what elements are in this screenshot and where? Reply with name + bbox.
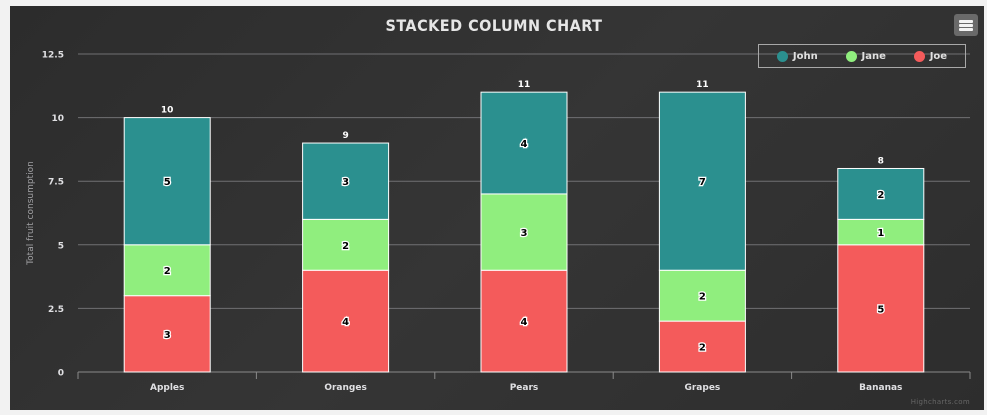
legend-item-jane[interactable]: Jane <box>845 50 886 62</box>
stack-total-label: 9 <box>342 131 348 141</box>
y-axis-title: Total fruit consumption <box>26 161 36 266</box>
legend-item-john[interactable]: John <box>776 50 818 62</box>
legend-label-joe: Joe <box>929 50 948 62</box>
bar-segment-jane <box>123 244 211 297</box>
x-tick-label: Grapes <box>684 383 720 393</box>
legend-marker-john <box>776 50 788 62</box>
legend-label-jane: Jane <box>861 50 886 62</box>
x-tick-label: Pears <box>510 383 539 393</box>
data-label: 2 <box>699 343 706 354</box>
bar-segment-john <box>658 91 746 271</box>
data-label: 3 <box>342 177 349 188</box>
bar-segment-joe <box>123 295 211 373</box>
x-tick-label: Oranges <box>324 383 366 393</box>
legend-marker-jane <box>845 50 857 62</box>
chart-credits[interactable]: Highcharts.com <box>910 398 970 406</box>
bar-segment-joe <box>480 269 568 373</box>
stack-total-label: 11 <box>518 80 531 90</box>
hamburger-menu-icon-line <box>959 24 973 27</box>
stack-total-label: 11 <box>696 80 709 90</box>
data-label: 5 <box>877 304 884 315</box>
bar-segment-joe <box>837 244 925 373</box>
chart-menu-button[interactable] <box>954 14 978 36</box>
hamburger-menu-icon-line <box>959 28 973 31</box>
stack-total-label: 10 <box>161 106 174 116</box>
data-label: 5 <box>164 177 171 188</box>
y-tick-label: 7.5 <box>48 178 64 188</box>
stack-total-label: 8 <box>878 156 884 166</box>
bar-segment-joe <box>658 320 746 373</box>
chart-title: STACKED COLUMN CHART <box>385 16 602 35</box>
chart-container: STACKED COLUMN CHART 0 2.5 5 7.5 10 12.5 Total … <box>10 6 984 410</box>
y-tick-label: 2.5 <box>48 305 64 315</box>
chart-legend: John Jane Joe <box>758 44 966 68</box>
y-tick-label: 12.5 <box>42 51 64 61</box>
bar-segment-jane <box>658 269 746 322</box>
data-label: 1 <box>877 228 884 239</box>
hamburger-menu-icon <box>959 20 973 23</box>
data-label: 2 <box>342 241 349 252</box>
bar-segment-joe <box>302 269 390 373</box>
data-label: 7 <box>699 177 706 188</box>
y-tick-label: 10 <box>51 114 64 124</box>
bar-segment-john <box>302 142 390 220</box>
data-label: 2 <box>877 190 884 201</box>
legend-label-john: John <box>792 50 818 62</box>
data-label: 3 <box>164 330 171 341</box>
chart-svg: STACKED COLUMN CHART 0 2.5 5 7.5 10 12.5 Total … <box>26 16 971 393</box>
bar-segment-john <box>837 167 925 220</box>
x-tick-label: Apples <box>150 383 184 393</box>
y-tick-label: 0 <box>58 369 64 379</box>
legend-item-joe[interactable]: Joe <box>913 50 948 62</box>
data-label: 3 <box>521 228 528 239</box>
data-label: 4 <box>342 317 349 328</box>
bar-segment-john <box>480 91 568 195</box>
legend-marker-joe <box>913 50 925 62</box>
bar-segment-jane <box>302 218 390 271</box>
y-tick-label: 5 <box>58 241 64 251</box>
data-label: 2 <box>699 292 706 303</box>
x-tick-label: Bananas <box>859 383 902 393</box>
data-label: 2 <box>164 266 171 277</box>
data-label: 4 <box>521 139 528 150</box>
data-label: 4 <box>521 317 528 328</box>
bar-segment-john <box>123 117 211 246</box>
